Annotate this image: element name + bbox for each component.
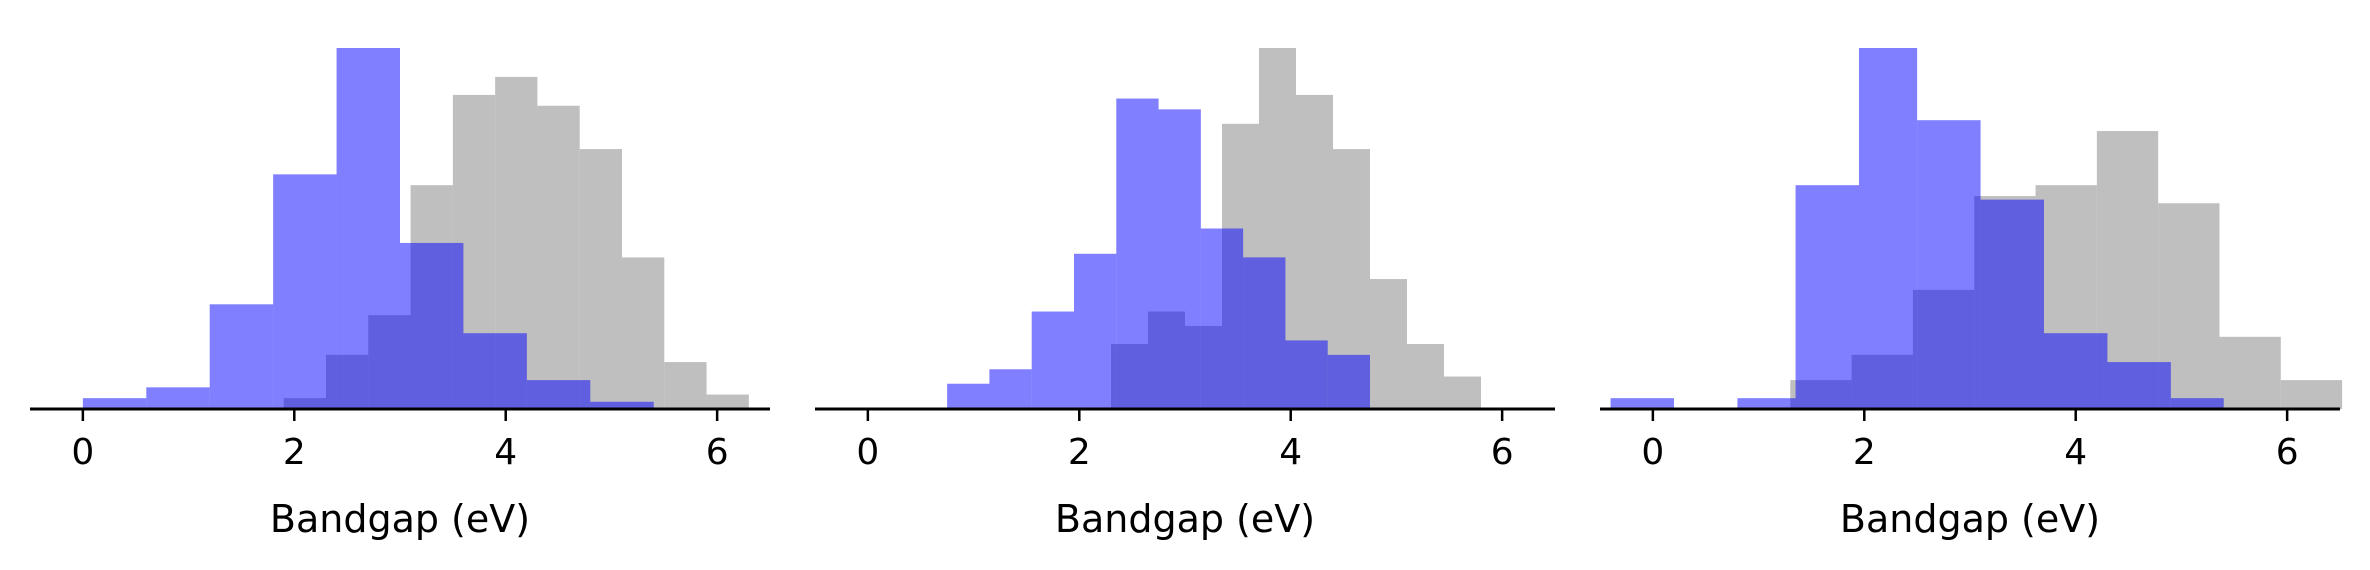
histogram-bar-s1-7 [537,105,580,409]
histogram-bar-s2-1 [82,398,147,409]
histogram-bar-s2-7 [463,333,527,409]
histogram-bar-s2-1 [1610,398,1674,409]
histogram-bar-s2-4 [1795,185,1859,409]
histogram-bar-s2-9 [590,401,654,409]
histogram-bar-s1-8 [579,149,622,409]
x-axis-label: Bandgap (eV) [1055,497,1315,541]
x-tick-label: 0 [1641,432,1664,473]
histogram-bar-s1-9 [1407,344,1444,409]
histogram-bar-s2-2 [146,387,210,409]
histogram-bar-s2-3 [1737,398,1796,409]
x-tick-label: 2 [1853,432,1876,473]
x-tick-label: 4 [1279,432,1302,473]
histogram-bar-s1-10 [1444,376,1481,409]
histogram-bar-s2-6 [400,242,464,409]
histogram-bar-s2-3 [209,304,274,409]
histogram-bar-s2-9 [2107,362,2171,409]
x-axis-label: Bandgap (eV) [270,497,530,541]
histogram-panel-2: 0 2 4 6 Bandgap (eV) [815,48,1555,541]
histogram-bar-s1-9 [622,257,665,409]
x-axis-label: Bandgap (eV) [1840,497,2100,541]
x-tick-label: 0 [856,432,879,473]
histogram-panel-1: 0 2 4 6 Bandgap (eV) [30,48,770,541]
histogram-bar-s1-11 [706,394,749,409]
histogram-bar-s2-2 [989,369,1032,409]
x-tick-label: 6 [706,432,729,473]
histogram-bar-s2-8 [2044,333,2108,409]
histogram-panel-3: 0 2 4 6 Bandgap (eV) [1600,48,2343,541]
histogram-bar-s2-9 [1285,340,1328,409]
histogram-bar-s2-4 [273,174,337,409]
histogram-bar-s2-8 [1243,257,1286,409]
x-tick-label: 6 [1491,432,1514,473]
x-tick-label: 2 [1068,432,1091,473]
x-tick-label: 6 [2276,432,2299,473]
histogram-bar-s2-4 [1074,253,1117,409]
histogram-bar-s2-8 [526,380,591,409]
x-tick-label: 4 [494,432,517,473]
histogram-bar-s2-5 [1859,48,1918,409]
histogram-bar-s2-7 [1200,228,1244,409]
histogram-bar-s1-10 [664,362,707,409]
histogram-bar-s2-6 [1158,109,1201,410]
x-tick-label: 2 [283,432,306,473]
histogram-bar-s2-7 [1980,199,2044,409]
histogram-bar-s2-5 [336,48,400,409]
histogram-bar-s1-8 [2219,336,2281,409]
histogram-bar-s2-10 [1327,354,1370,409]
histogram-bar-s2-1 [947,383,990,409]
histogram-bar-s2-5 [1116,98,1159,409]
x-tick-label: 4 [2064,432,2087,473]
histogram-bar-s2-10 [2170,398,2224,409]
histogram-bar-s2-6 [1917,120,1981,409]
histogram-bar-s2-3 [1031,311,1074,409]
histogram-bar-s1-9 [2280,380,2343,409]
x-tick-label: 0 [71,432,94,473]
histogram-bar-s1-8 [1370,279,1407,409]
